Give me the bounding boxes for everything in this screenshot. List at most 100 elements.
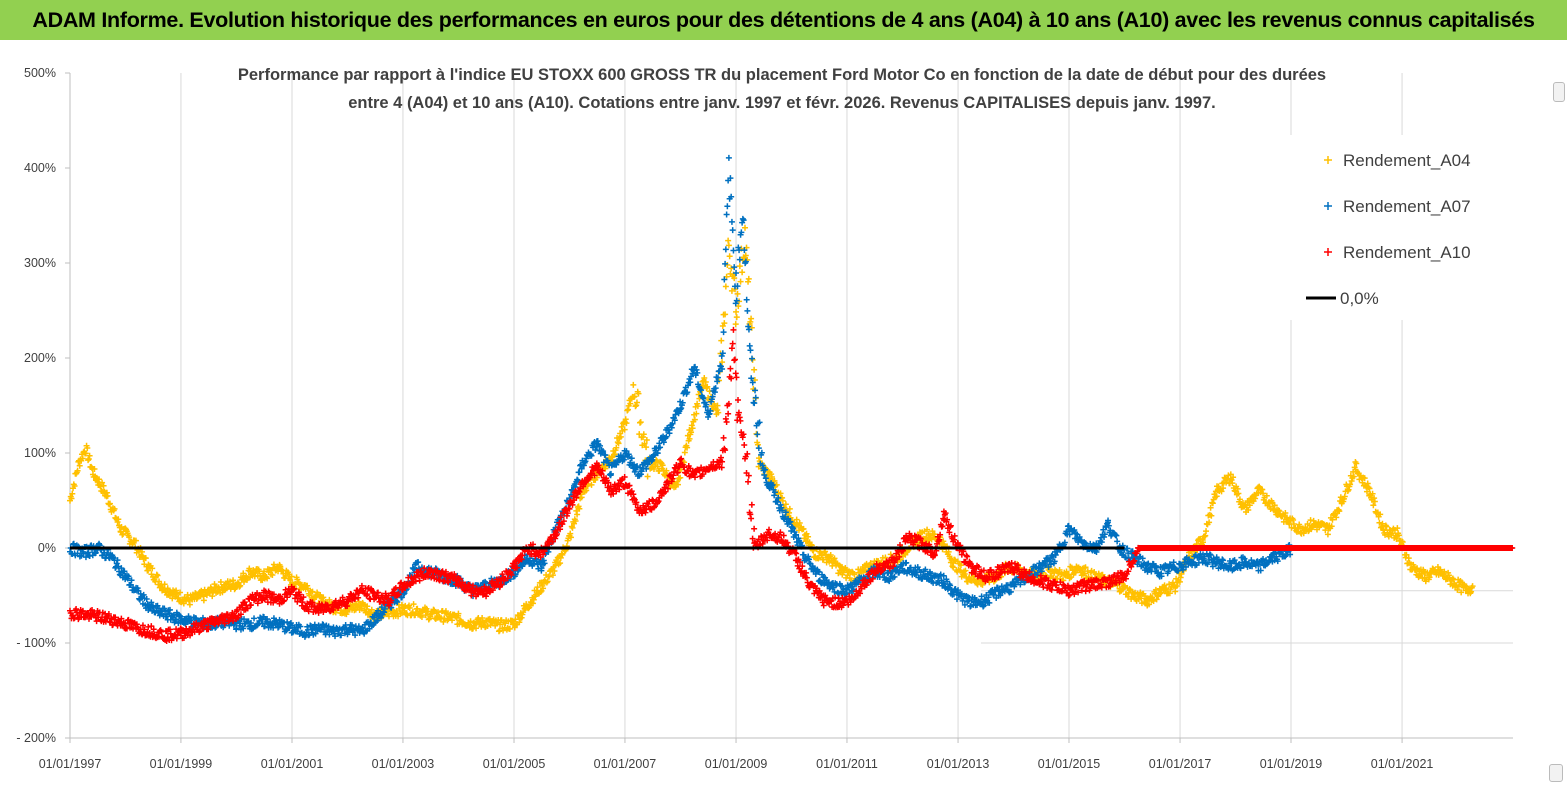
rendement-a04-point bbox=[96, 476, 103, 483]
rendement-a04-point bbox=[654, 463, 661, 470]
rendement-a04-point bbox=[693, 410, 700, 417]
rendement-a07-point bbox=[162, 608, 169, 615]
rendement-a04-point bbox=[1468, 588, 1475, 595]
rendement-a04-point bbox=[929, 528, 936, 535]
y-tick-label: 500% bbox=[24, 66, 56, 80]
rendement-a04-point bbox=[745, 278, 752, 285]
rendement-a04-point bbox=[686, 435, 693, 442]
rendement-a04-point bbox=[1282, 510, 1289, 516]
rendement-a04-point bbox=[633, 399, 640, 406]
rendement-a04-point bbox=[1371, 495, 1378, 502]
rendement-a04-point bbox=[725, 242, 732, 249]
rendement-a04-point bbox=[1350, 473, 1357, 480]
rendement-a04-point bbox=[1260, 490, 1267, 497]
rendement-a07-point bbox=[74, 550, 81, 557]
rendement-a04-point bbox=[755, 455, 762, 462]
rendement-a07-point bbox=[739, 215, 746, 222]
rendement-a04-point bbox=[74, 467, 81, 474]
rendement-a04-point bbox=[309, 588, 316, 595]
rendement-a04-point bbox=[156, 578, 163, 585]
rendement-a04-point bbox=[1284, 514, 1291, 521]
rendement-a04-point bbox=[175, 594, 182, 601]
rendement-a04-point bbox=[409, 609, 416, 616]
rendement-a04-point bbox=[663, 467, 670, 474]
rendement-a04-point bbox=[1146, 601, 1153, 608]
rendement-a04-point bbox=[931, 531, 938, 538]
rendement-a04-point bbox=[739, 269, 746, 276]
rendement-a04-point bbox=[161, 581, 168, 588]
rendement-a04-point bbox=[1449, 575, 1456, 582]
rendement-a04-point bbox=[961, 571, 968, 578]
rendement-a04-point bbox=[927, 535, 934, 542]
rendement-a04-point bbox=[632, 403, 639, 410]
y-tick-label: - 200% bbox=[16, 731, 56, 745]
rendement-a07-point bbox=[125, 573, 132, 580]
rendement-a07-point bbox=[166, 606, 173, 613]
rendement-a04-point bbox=[1405, 555, 1412, 562]
rendement-a04-point bbox=[1455, 583, 1462, 590]
rendement-a04-point bbox=[1361, 475, 1368, 482]
rendement-a04-point bbox=[479, 614, 486, 621]
rendement-a04-point bbox=[530, 596, 537, 603]
rendement-a04-point bbox=[467, 618, 474, 625]
rendement-a04-point bbox=[518, 614, 525, 621]
rendement-a04-point bbox=[395, 613, 402, 620]
rendement-a04-point bbox=[949, 563, 956, 570]
rendement-a04-point bbox=[142, 555, 149, 562]
rendement-a04-point bbox=[1234, 485, 1241, 492]
rendement-a04-point bbox=[546, 573, 553, 580]
rendement-a04-point bbox=[733, 308, 740, 315]
rendement-a04-point bbox=[1207, 504, 1214, 511]
rendement-a04-point bbox=[543, 579, 550, 586]
rendement-a04-point bbox=[1218, 488, 1225, 495]
rendement-a04-point bbox=[573, 507, 580, 514]
rendement-a04-point bbox=[771, 477, 778, 484]
rendement-a07-point bbox=[112, 564, 119, 571]
x-tick-label: 01/01/2013 bbox=[927, 757, 990, 771]
rendement-a04-point bbox=[1348, 477, 1355, 484]
rendement-a04-point bbox=[277, 563, 284, 570]
rendement-a04-point bbox=[681, 449, 688, 456]
rendement-a07-point bbox=[744, 307, 751, 314]
rendement-a04-point bbox=[1126, 586, 1133, 593]
rendement-a07-point bbox=[173, 616, 180, 623]
rendement-a04-point bbox=[129, 541, 136, 548]
rendement-a04-point bbox=[418, 613, 425, 620]
rendement-a04-point bbox=[1290, 520, 1297, 527]
rendement-a04-point bbox=[1347, 481, 1354, 488]
rendement-a04-point bbox=[230, 577, 237, 584]
rendement-a07-point bbox=[748, 355, 755, 362]
rendement-a04-point bbox=[180, 600, 187, 607]
rendement-a04-point bbox=[621, 426, 628, 433]
rendement-a10-point bbox=[247, 602, 254, 609]
rendement-a04-point bbox=[572, 518, 579, 525]
rendement-a04-point bbox=[742, 224, 749, 231]
rendement-a04-point bbox=[1454, 586, 1461, 593]
rendement-a04-point bbox=[1246, 499, 1253, 506]
rendement-a04-point bbox=[567, 530, 574, 537]
rendement-a04-point bbox=[618, 423, 625, 430]
rendement-a04-point bbox=[623, 420, 630, 427]
rendement-a04-point bbox=[106, 500, 113, 507]
rendement-a04-point bbox=[576, 505, 583, 512]
rendement-a07-point bbox=[121, 568, 128, 575]
rendement-a04-point bbox=[640, 431, 647, 438]
rendement-a04-point bbox=[1369, 490, 1376, 497]
rendement-a07-point bbox=[240, 625, 247, 632]
rendement-a04-point bbox=[721, 320, 728, 327]
rendement-a04-point bbox=[558, 550, 565, 557]
rendement-a04-point bbox=[82, 450, 89, 457]
rendement-a10-point bbox=[751, 525, 758, 532]
rendement-a04-point bbox=[126, 534, 133, 541]
rendement-a04-point bbox=[734, 290, 741, 297]
rendement-a04-point bbox=[737, 278, 744, 285]
rendement-a04-point bbox=[677, 474, 684, 481]
rendement-a07-point bbox=[754, 431, 761, 438]
rendement-a04-point bbox=[261, 568, 268, 575]
rendement-a04-point bbox=[246, 565, 253, 572]
rendement-a04-point bbox=[1157, 590, 1164, 597]
rendement-a04-point bbox=[715, 409, 722, 416]
rendement-a04-point bbox=[614, 439, 621, 446]
rendement-a04-point bbox=[396, 606, 403, 613]
rendement-a04-point bbox=[85, 457, 92, 464]
